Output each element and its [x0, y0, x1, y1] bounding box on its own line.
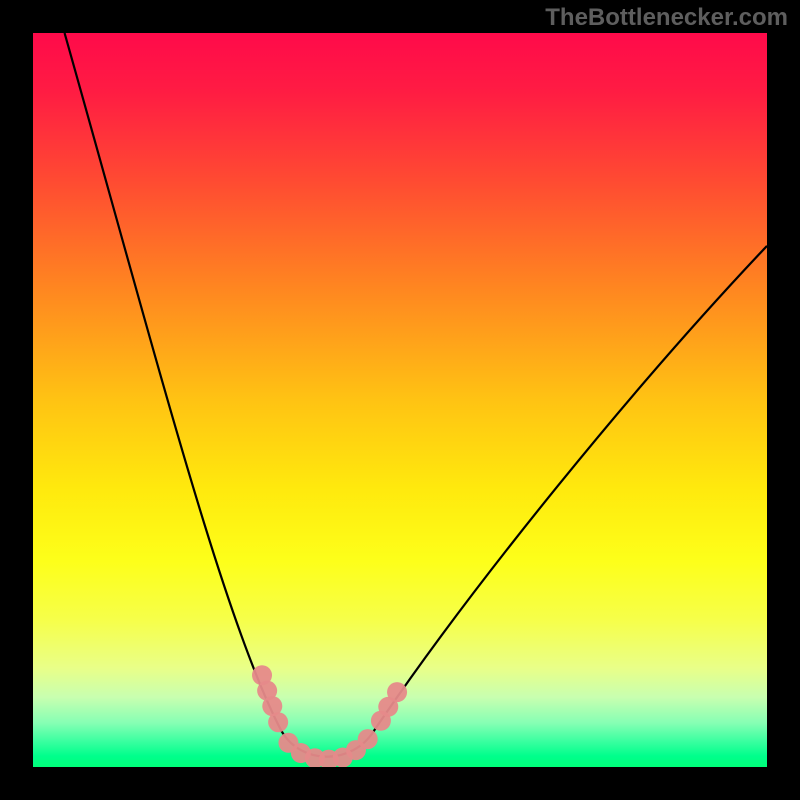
curve-marker	[387, 682, 407, 702]
plot-area	[33, 33, 767, 767]
curve-marker	[358, 729, 378, 749]
curve-marker	[268, 712, 288, 732]
figure-canvas: TheBottlenecker.com	[0, 0, 800, 800]
bottleneck-curve-chart	[33, 33, 767, 767]
watermark-label: TheBottlenecker.com	[545, 4, 788, 32]
gradient-background	[33, 33, 767, 767]
